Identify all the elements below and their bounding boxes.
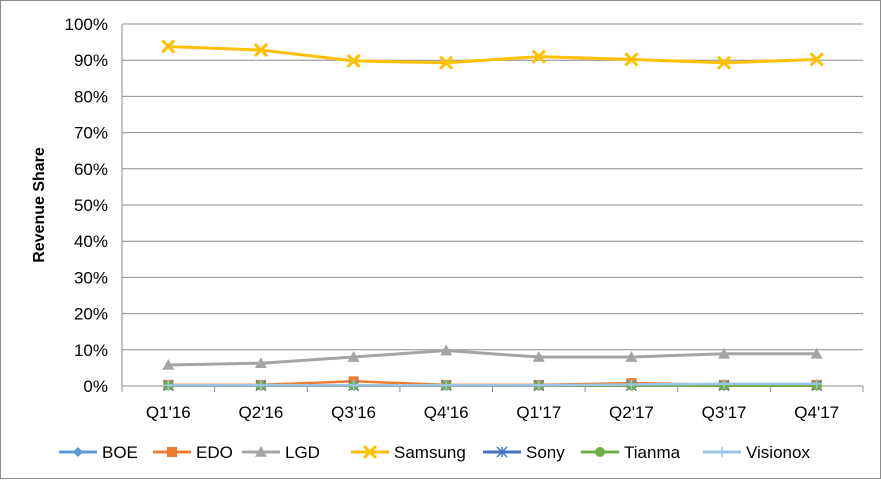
point-samsung-2 — [346, 53, 361, 68]
y-axis-label: Revenue Share — [31, 147, 48, 263]
y-tick-label: 10% — [74, 341, 108, 360]
point-lgd-2 — [347, 351, 360, 362]
legend-marker-lgd — [255, 446, 267, 457]
y-tick-label: 0% — [83, 377, 108, 396]
y-tick-label: 90% — [74, 51, 108, 70]
point-samsung-5 — [624, 52, 639, 67]
point-samsung-6-shape — [717, 55, 732, 70]
point-lgd-4 — [532, 351, 545, 362]
point-lgd-6 — [718, 347, 731, 359]
point-samsung-0-shape — [161, 39, 176, 54]
point-lgd-3 — [440, 344, 453, 356]
legend-item-edo: EDO — [153, 443, 233, 462]
legend-marker-tianma-shape — [595, 447, 605, 457]
y-tick-label: 30% — [74, 268, 108, 287]
series-line-lgd — [168, 349, 817, 367]
legend-marker-visionox — [717, 447, 727, 457]
legend-item-sony: Sony — [483, 443, 565, 462]
point-lgd-7-shape — [810, 347, 823, 359]
point-samsung-2-shape — [346, 53, 361, 68]
point-samsung-3-shape — [439, 55, 454, 70]
point-lgd-7 — [810, 347, 823, 359]
legend-label: Sony — [526, 443, 565, 462]
y-tick-label: 80% — [74, 87, 108, 106]
legend-item-visionox: Visionox — [703, 443, 810, 462]
point-samsung-0 — [161, 39, 176, 54]
point-samsung-1 — [253, 43, 268, 58]
x-tick-label: Q1'16 — [146, 403, 191, 422]
x-tick-label: Q3'16 — [331, 403, 376, 422]
y-tick-label: 60% — [74, 160, 108, 179]
point-samsung-6 — [717, 55, 732, 70]
legend-label: LGD — [285, 443, 320, 462]
legend-marker-edo — [167, 447, 177, 457]
legend-marker-boe-shape — [73, 447, 83, 457]
legend-label: Tianma — [624, 443, 681, 462]
point-lgd-5 — [625, 351, 638, 362]
x-tick-label: Q2'16 — [239, 403, 284, 422]
point-samsung-7 — [809, 52, 824, 67]
y-tick-label: 50% — [74, 196, 108, 215]
series-line-visionox — [168, 382, 817, 387]
legend-item-lgd: LGD — [242, 443, 320, 462]
x-tick-label: Q1'17 — [516, 403, 561, 422]
legend-marker-tianma — [595, 447, 605, 457]
x-tick-label: Q4'16 — [424, 403, 469, 422]
legend-marker-boe — [73, 447, 83, 457]
legend-item-boe: BOE — [59, 443, 138, 462]
y-tick-label: 40% — [74, 232, 108, 251]
legend-marker-edo-shape — [167, 447, 177, 457]
x-tick-label: Q4'17 — [794, 403, 839, 422]
legend-marker-sony — [496, 446, 508, 458]
point-lgd-4-shape — [532, 351, 545, 362]
legend-item-samsung: Samsung — [351, 443, 466, 462]
legend-label: Samsung — [394, 443, 466, 462]
point-lgd-1 — [254, 357, 267, 368]
y-tick-label: 100% — [65, 15, 108, 34]
point-lgd-1-shape — [254, 357, 267, 368]
x-tick-label: Q3'17 — [702, 403, 747, 422]
legend-label: EDO — [196, 443, 233, 462]
y-tick-label: 70% — [74, 124, 108, 143]
point-lgd-0 — [162, 359, 175, 370]
point-visionox-0 — [163, 380, 174, 391]
point-samsung-5-shape — [624, 52, 639, 67]
point-lgd-2-shape — [347, 351, 360, 362]
point-samsung-1-shape — [253, 43, 268, 58]
y-tick-label: 20% — [74, 305, 108, 324]
legend-marker-samsung — [362, 444, 378, 460]
legend-marker-lgd-shape — [255, 446, 267, 457]
legend-label: Visionox — [746, 443, 810, 462]
point-lgd-0-shape — [162, 359, 175, 370]
point-samsung-3 — [439, 55, 454, 70]
point-lgd-5-shape — [625, 351, 638, 362]
point-samsung-4 — [531, 49, 546, 64]
point-lgd-3-shape — [440, 344, 453, 356]
legend-label: BOE — [102, 443, 138, 462]
point-visionox-3 — [441, 380, 452, 391]
point-samsung-7-shape — [809, 52, 824, 67]
point-visionox-7 — [811, 378, 822, 389]
point-lgd-6-shape — [718, 347, 731, 359]
legend-marker-samsung-shape — [362, 444, 378, 460]
point-visionox-6 — [719, 378, 730, 389]
point-visionox-4 — [533, 380, 544, 391]
series-line-samsung — [168, 44, 817, 65]
point-samsung-4-shape — [531, 49, 546, 64]
legend-item-tianma: Tianma — [581, 443, 681, 462]
x-tick-label: Q2'17 — [609, 403, 654, 422]
point-visionox-5 — [626, 379, 637, 390]
point-visionox-1 — [255, 380, 266, 391]
point-visionox-2 — [348, 380, 359, 391]
